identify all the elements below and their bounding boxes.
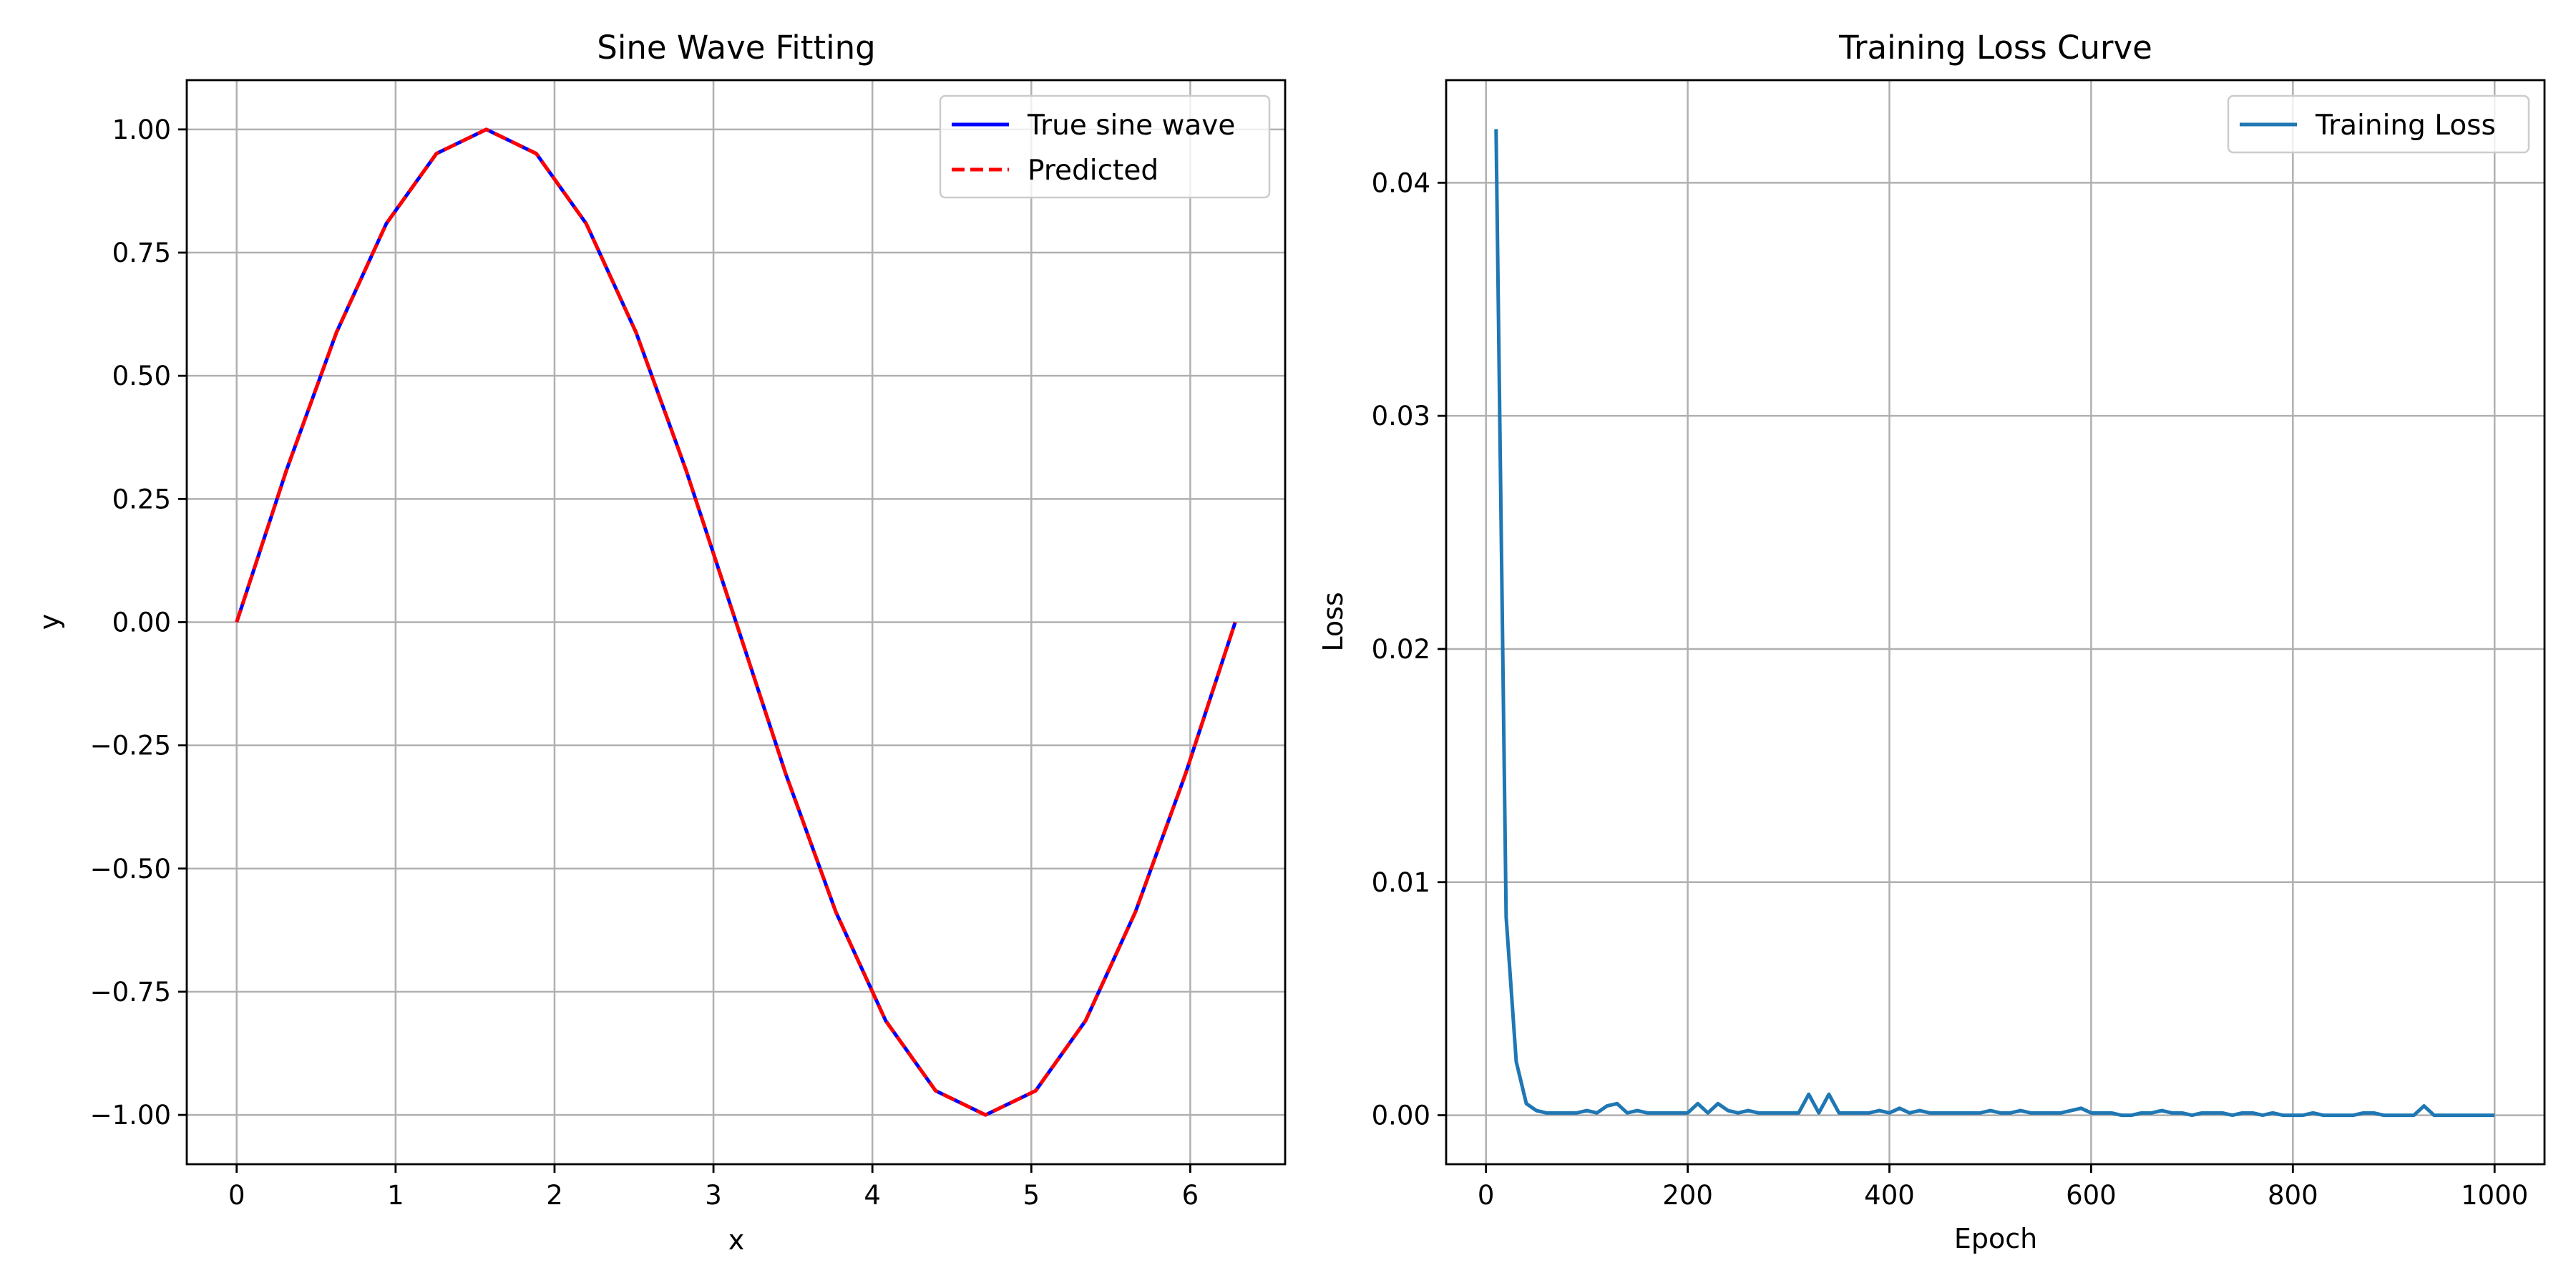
chart-title: Training Loss Curve [1838,29,2152,67]
y-tick-label: −0.75 [90,977,171,1008]
legend: True sine wave Predicted [939,94,1271,199]
y-tick-label: 0.00 [1372,1101,1430,1131]
legend-label: Training Loss [2315,109,2496,142]
y-tick-label: 0.01 [1372,867,1430,898]
y-tick-label: 0.04 [1372,167,1430,198]
series-line-predicted [235,127,1237,1117]
plot-frame [1445,79,2546,1166]
y-tick-label: 0.50 [112,361,171,391]
legend: Training Loss [2227,94,2530,154]
x-tick-label: 2 [546,1180,563,1211]
y-tick-label: 1.00 [112,114,171,145]
gridlines [1446,80,2545,1164]
x-tick-label: 4 [864,1180,881,1211]
x-tick-label: 400 [1864,1180,1915,1211]
y-axis-label: Loss [1317,592,1349,651]
y-tick-label: 0.75 [112,238,171,268]
y-tick-label: 0.02 [1372,634,1430,665]
gridlines [187,80,1285,1164]
y-tick-label: −0.50 [90,854,171,884]
x-axis-label: Epoch [1954,1223,2037,1254]
training-loss-chart: Training Loss Curve 0 200 400 600 800 1000 0.0… [1317,29,2546,1254]
series-lines [1494,129,2495,1118]
x-tick-label: 6 [1182,1180,1199,1211]
axis-ticks: 0 200 400 600 800 1000 0.00 0.01 0.02 0.03 0.04 [1372,167,2529,1211]
y-tick-label: 0.25 [112,484,171,514]
x-tick-label: 5 [1023,1180,1040,1211]
x-tick-label: 1000 [2461,1180,2528,1211]
x-tick-label: 0 [228,1180,245,1211]
chart-title: Sine Wave Fitting [597,29,875,67]
x-axis-label: x [728,1224,745,1256]
y-axis-label: y [34,614,65,630]
y-tick-label: 0.00 [112,608,171,638]
sine-wave-chart: Sine Wave Fitting 0 1 2 3 4 5 6 −1.00 −0.75 −0.50… [34,29,1287,1256]
legend-label: Predicted [1028,155,1158,187]
x-tick-label: 3 [705,1180,722,1211]
axis-ticks: 0 1 2 3 4 5 6 −1.00 −0.75 −0.50 −0.25 0.00 0.25 0.50 0… [90,114,1199,1211]
series-lines [235,127,1237,1117]
x-tick-label: 0 [1478,1180,1495,1211]
y-tick-label: −0.25 [90,731,171,761]
x-tick-label: 200 [1662,1180,1713,1211]
series-line-training-loss [1494,129,2495,1118]
legend-box [939,94,1271,199]
x-tick-label: 600 [2066,1180,2117,1211]
legend-label: True sine wave [1027,109,1235,142]
legend-box [2227,94,2530,154]
y-tick-label: 0.03 [1372,401,1430,431]
y-tick-label: −1.00 [90,1100,171,1131]
x-tick-label: 1 [387,1180,404,1211]
x-tick-label: 800 [2268,1180,2318,1211]
